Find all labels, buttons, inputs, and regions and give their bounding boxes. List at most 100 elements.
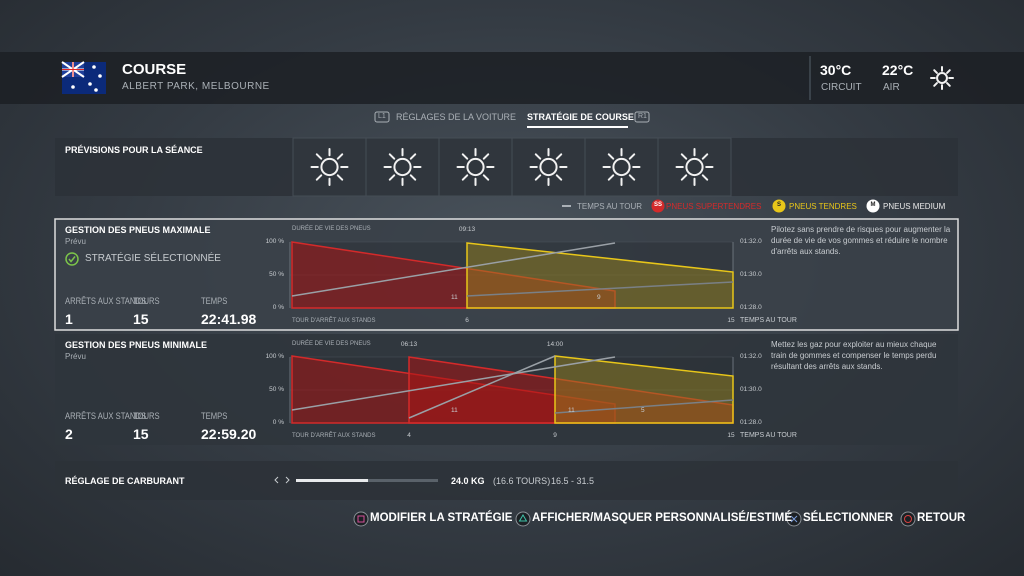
check-mark	[68, 256, 76, 263]
flag-star	[88, 82, 92, 86]
sun-ray	[933, 82, 938, 87]
sun-ray	[680, 174, 688, 181]
flag-star	[71, 85, 75, 89]
stat-label: ARRÊTS AUX STANDS	[65, 296, 147, 306]
air-label: AIR	[883, 82, 900, 93]
sun-icon	[393, 157, 412, 177]
lap-time-line	[291, 242, 616, 297]
sun-ray	[388, 174, 396, 181]
x-tick-label: 6	[465, 317, 469, 324]
stat-value: 22:59.20	[201, 426, 257, 442]
legend-icon-text: S	[776, 202, 781, 208]
sun-ray	[701, 174, 709, 181]
button-glyph	[515, 511, 531, 527]
air-temp: 22°C	[882, 62, 914, 78]
y-tick-label: 100 %	[265, 353, 284, 360]
lap-time-line	[291, 356, 616, 411]
button-glyph	[900, 511, 916, 527]
legend-label: PNEUS SUPERTENDRES	[666, 202, 762, 211]
fuel-panel	[55, 461, 958, 500]
stop-time: 09:13	[458, 226, 476, 233]
stat-label: TEMPS	[201, 411, 228, 421]
sun-icon	[466, 157, 485, 177]
tyre-stint-soft	[554, 355, 734, 424]
button-label: R1	[638, 113, 647, 120]
flag-star	[94, 88, 98, 92]
glyph	[790, 515, 798, 523]
glyph	[518, 514, 528, 522]
lap-time-line	[408, 355, 556, 419]
sun-ray	[628, 174, 636, 181]
legend-icon	[651, 199, 665, 213]
y2-tick-label: 01:30.0	[740, 271, 762, 278]
y2-tick-label: 01:28.0	[740, 304, 762, 311]
sun-ray	[388, 153, 396, 160]
sun-icon	[539, 157, 558, 177]
sun-ray	[607, 174, 615, 181]
stop-time: 14:00	[546, 341, 564, 348]
sun-ray	[628, 153, 636, 160]
sun-ray	[701, 153, 709, 160]
header-subtitle: ALBERT PARK, MELBOURNE	[122, 81, 270, 92]
legend-label: PNEUS MEDIUM	[883, 202, 946, 211]
strategy-subtitle: Prévu	[65, 237, 86, 246]
header-bar	[0, 52, 1024, 104]
sun-ray	[607, 153, 615, 160]
x-axis-label: TOUR D'ARRÊT AUX STANDS	[292, 433, 376, 439]
strategy-description: Pilotez sans prendre de risques pour aug…	[771, 225, 951, 256]
legend-label: TEMPS AU TOUR	[577, 202, 643, 211]
x-tick-label: 9	[553, 432, 557, 439]
tab-active[interactable]: STRATÉGIE DE COURSE	[527, 112, 634, 122]
y2-tick-label: 01:28.0	[740, 419, 762, 426]
stop-time: 06:13	[400, 341, 418, 348]
action-label[interactable]: SÉLECTIONNER	[803, 512, 894, 524]
forecast-title: PRÉVISIONS POUR LA SÉANCE	[65, 145, 203, 155]
stint-label: 11	[451, 294, 458, 301]
x2-axis-label: TEMPS AU TOUR	[740, 432, 797, 439]
y-tick-label: 0 %	[272, 304, 284, 311]
action-label[interactable]: RETOUR	[917, 512, 966, 524]
y-tick-label: 100 %	[265, 238, 284, 245]
sun-ray	[315, 153, 323, 160]
y-tick-label: 50 %	[269, 271, 284, 278]
strategy-title: GESTION DES PNEUS MINIMALE	[65, 340, 208, 350]
button-icon	[634, 111, 650, 123]
stat-label: TEMPS	[201, 296, 228, 306]
stat-label: TOURS	[133, 411, 160, 421]
tab[interactable]: RÉGLAGES DE LA VOITURE	[396, 112, 517, 122]
legend-icon	[866, 199, 880, 213]
forecast-cell	[584, 137, 659, 197]
flag-star	[98, 74, 102, 78]
y-tick-label: 0 %	[272, 419, 284, 426]
fuel-range: 16.5 - 31.5	[551, 476, 595, 486]
x-tick-label: 15	[727, 317, 735, 324]
strategy-title: GESTION DES PNEUS MAXIMALE	[65, 225, 211, 235]
sun-ray	[933, 69, 938, 74]
button-label: L1	[378, 113, 386, 120]
stint-label: 5	[641, 407, 645, 414]
y2-tick-label: 01:32.0	[740, 353, 762, 360]
forecast-cell	[292, 137, 367, 197]
sun-ray	[461, 153, 469, 160]
y-tick-label: 50 %	[269, 386, 284, 393]
x-tick-label: 4	[407, 432, 411, 439]
sun-icon	[612, 157, 631, 177]
action-label[interactable]: MODIFIER LA STRATÉGIE	[370, 512, 513, 524]
fuel-label: RÉGLAGE DE CARBURANT	[65, 476, 185, 486]
strategy-description: Mettez les gaz pour exploiter au mieux c…	[771, 340, 937, 371]
sun-ray	[534, 153, 542, 160]
sun-ray	[534, 174, 542, 181]
fuel-arrows	[274, 476, 290, 484]
fuel-laps: (16.6 TOURS)	[493, 476, 551, 486]
lap-time-line	[554, 399, 734, 414]
action-label[interactable]: AFFICHER/MASQUER PERSONNALISÉ/ESTIMÉ	[532, 512, 793, 524]
button-glyph	[353, 511, 369, 527]
stat-label: TOURS	[133, 296, 160, 306]
header-title: COURSE	[122, 61, 187, 78]
sun-ray	[946, 69, 951, 74]
glyph	[357, 515, 365, 523]
strategy-status: STRATÉGIE SÉLECTIONNÉE	[85, 253, 221, 264]
circuit-label: CIRCUIT	[821, 82, 862, 93]
y2-tick-label: 01:30.0	[740, 386, 762, 393]
